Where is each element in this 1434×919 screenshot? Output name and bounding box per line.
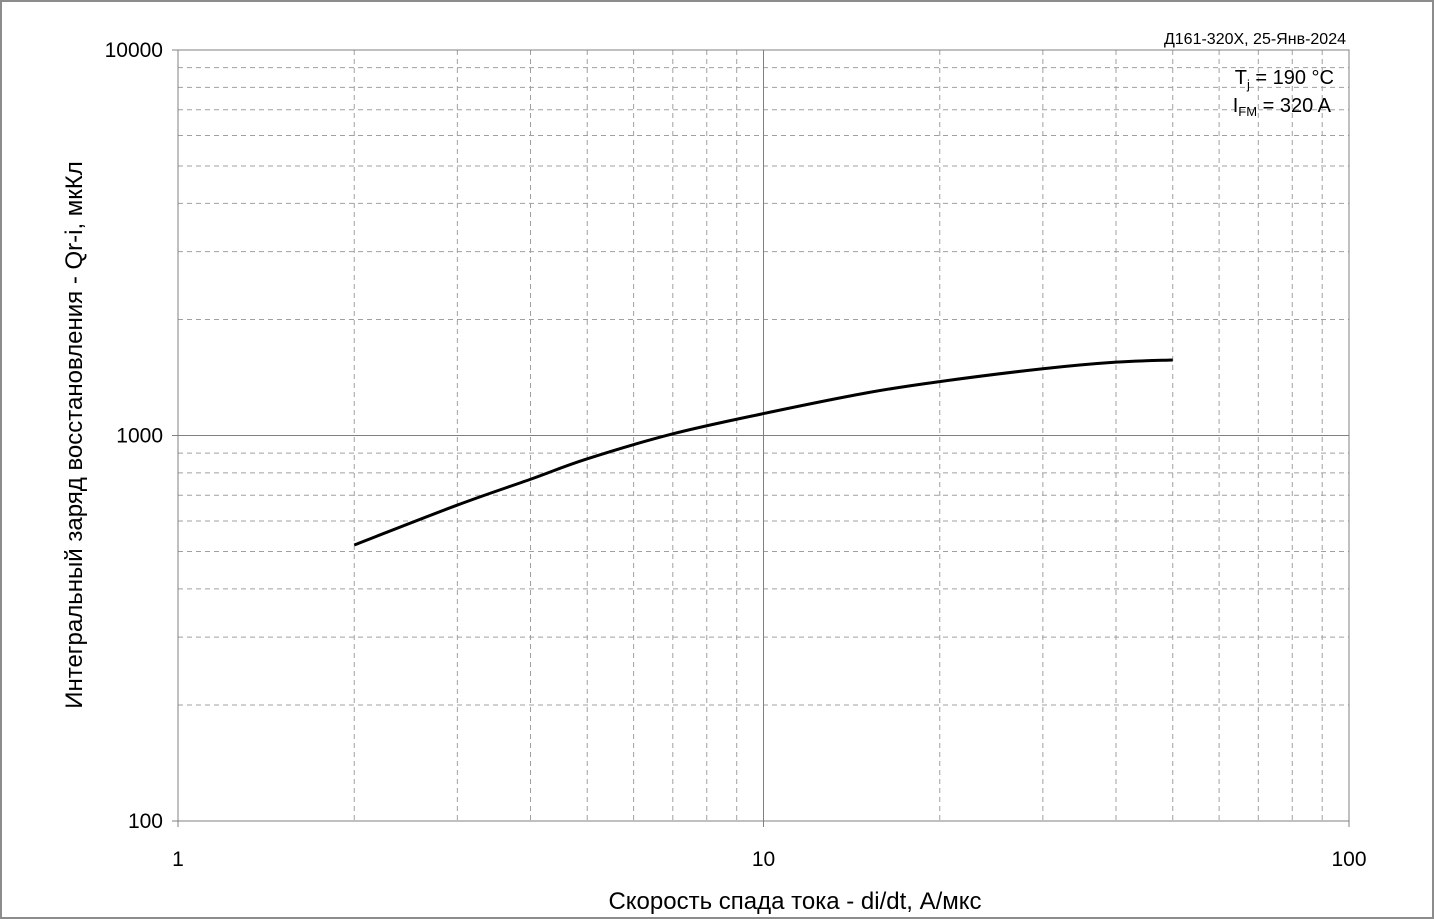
y-tick-label: 1000 [116,425,163,448]
forward-current-label: IFM = 320 A [1233,95,1332,119]
y-axis-title: Интегральный заряд восстановления - Qr-i… [61,161,88,709]
major-grid [172,49,1350,827]
series-layer [353,358,1173,547]
tj-subscript: j [1246,77,1250,92]
x-axis-title: Скорость спада тока - di/dt, А/мкс [608,888,981,915]
ifm-subscript: FM [1238,104,1257,119]
y-tick-label: 100 [128,810,163,833]
tj-symbol: T [1235,67,1247,89]
ifm-symbol: I [1233,95,1239,117]
x-tick-label: 10 [752,848,775,871]
qrr-vs-didt-curve [353,358,1173,547]
x-tick-label: 100 [1331,848,1366,871]
device-date-annotation: Д161-320Х, 25-Янв-2024 [1164,31,1346,48]
tick-labels: 1 10 100 100 1000 10000 [105,39,1367,871]
x-tick-label: 1 [172,848,184,871]
y-tick-label: 10000 [105,39,163,62]
tj-value: = 190 °C [1250,67,1334,89]
plot-area-border [177,49,1350,822]
junction-temperature-label: Tj = 190 °C [1235,67,1334,92]
ifm-value: = 320 A [1257,95,1332,117]
